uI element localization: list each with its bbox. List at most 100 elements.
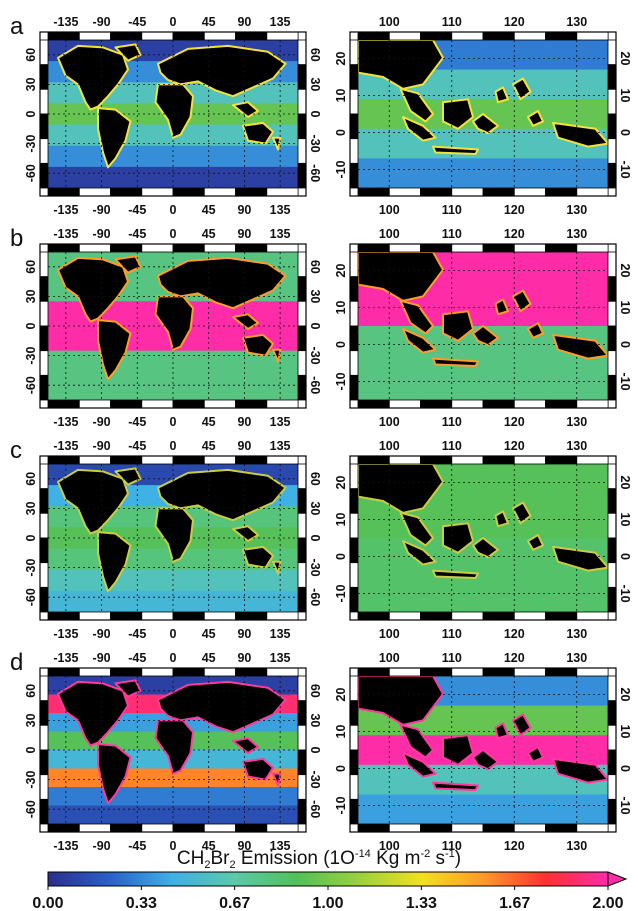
map-frame [349,243,617,409]
map-landmass [494,722,509,740]
y-tick-label-left: 60 [24,48,38,62]
x-tick-label-top: -135 [53,15,78,29]
y-tick-label-left: -10 [334,796,348,814]
x-tick-label-bottom: 0 [170,627,177,641]
x-tick-label-top: 90 [237,651,251,665]
colorbar: CH2Br2 Emission (1O-14 Kg m-2 s-1) 0.00 0… [32,848,628,911]
x-tick-label-top: 90 [237,15,251,29]
x-tick-label-bottom: 110 [442,203,462,217]
x-tick-label-bottom: 45 [202,839,216,853]
x-tick-label-bottom: 100 [379,203,400,217]
x-tick-label-top: -90 [93,651,111,665]
map-landmass [97,743,132,805]
x-tick-label-top: 45 [202,651,216,665]
x-tick-label-bottom: -135 [53,627,78,641]
map-landmass [242,545,274,569]
y-tick-label-left: 30 [24,713,38,727]
x-tick-label-top: 45 [202,439,216,453]
y-tick-label-right: 30 [308,77,322,91]
x-tick-label-bottom: 0 [170,203,177,217]
map-frame [349,667,617,833]
y-tick-label-left: 0 [334,129,348,136]
map-landmass [494,510,509,528]
x-tick-label-top: -45 [128,651,146,665]
y-tick-label-right: -10 [618,160,632,178]
map-landmass [399,87,434,123]
y-tick-label-right: -60 [308,800,322,818]
map-landmass [114,43,142,62]
map-panel-b-global: -135 -135 -90 -90 -45 -45 0 0 45 45 90 90 135 135 -60 -… [24,227,322,429]
panel-label: c [10,437,22,464]
y-tick-label-left: -30 [24,347,38,365]
x-tick-label-top: 130 [566,15,587,29]
emission-band [358,158,608,188]
map-landmass [494,298,509,316]
y-tick-label-left: 0 [334,765,348,772]
x-tick-label-bottom: 90 [237,203,251,217]
x-tick-label-bottom: 90 [237,415,251,429]
map-landmass [512,289,532,313]
x-tick-label-bottom: 135 [270,839,291,853]
x-tick-label-top: 90 [237,439,251,453]
map-landmass [432,781,479,791]
x-tick-label-top: 130 [566,439,587,453]
map-panel-b-region: 100 100 110 110 120 120 130 130 -10 -10 0 0 10 10 20 20 [334,227,632,429]
map-landmass [157,256,287,310]
colorbar-tick-label: 1.67 [499,895,530,911]
x-tick-label-top: -90 [93,15,111,29]
map-landmass [242,757,274,781]
x-tick-label-bottom: 130 [566,415,587,429]
y-tick-label-right: 30 [308,289,322,303]
y-tick-label-right: 0 [308,323,322,330]
x-tick-label-bottom: 90 [237,839,251,853]
y-tick-label-right: -30 [308,347,322,365]
x-tick-label-top: 45 [202,15,216,29]
x-tick-label-bottom: 120 [504,627,525,641]
x-tick-label-top: 110 [442,651,462,665]
y-tick-label-right: -10 [618,372,632,390]
emission-band [48,590,298,612]
map-panel-a-global: -135 -135 -90 -90 -45 -45 0 0 45 45 90 90 135 135 -60 -… [24,15,322,217]
colorbar-title-part: ) [455,848,461,869]
y-tick-label-left: 20 [334,688,348,702]
y-tick-label-right: 30 [308,501,322,515]
y-tick-label-right: 0 [618,341,632,348]
x-tick-label-bottom: 110 [442,839,462,853]
map-landmass [527,534,544,551]
map-landmass [154,719,194,775]
y-tick-label-right: 10 [618,513,632,527]
x-tick-label-bottom: 100 [379,627,400,641]
x-tick-label-top: 135 [270,227,291,241]
y-tick-label-right: 0 [618,765,632,772]
y-tick-label-right: 60 [308,260,322,274]
x-tick-label-top: 0 [170,227,177,241]
colorbar-title: CH2Br2 Emission (1O-14 Kg m-2 s-1) [177,848,461,871]
x-tick-label-top: -135 [53,439,78,453]
y-tick-label-left: -30 [24,771,38,789]
map-landmass [399,511,434,547]
map-frame [349,455,617,621]
y-tick-label-left: -60 [24,588,38,606]
map-landmass [472,749,499,771]
x-tick-label-top: 100 [379,651,400,665]
map-landmass [114,255,142,274]
x-tick-label-top: 110 [442,227,462,241]
y-tick-label-left: 30 [24,289,38,303]
map-landmass [552,757,608,784]
map-landmass [399,299,434,335]
x-tick-label-top: -45 [128,15,146,29]
colorbar-title-part: CH [177,848,204,869]
y-tick-label-right: 30 [308,713,322,727]
x-tick-label-bottom: -90 [93,627,111,641]
map-landmass [358,252,444,302]
panel-label: a [10,13,24,40]
y-tick-label-left: -60 [24,376,38,394]
x-tick-label-top: 110 [442,439,462,453]
map-frame [39,243,307,409]
y-tick-label-right: 60 [308,684,322,698]
y-tick-label-left: -10 [334,584,348,602]
colorbar-extend-arrow [607,871,628,887]
x-tick-label-bottom: 110 [442,415,462,429]
map-landmass [552,545,608,572]
x-tick-label-bottom: 90 [237,627,251,641]
